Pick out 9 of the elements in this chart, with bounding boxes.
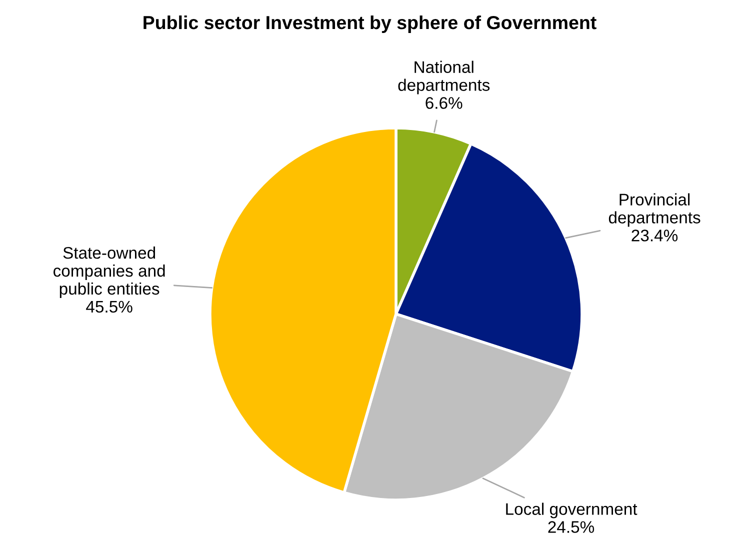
slice-label: Provincial departments (608, 193, 700, 227)
data-label: 24.5% (548, 521, 594, 533)
slice-label: State-owned companies and public entities (54, 246, 165, 298)
data-label: 23.4% (632, 230, 678, 242)
data-label: 6.6% (426, 97, 462, 109)
data-label: 45.5% (86, 300, 132, 313)
chart-title: Public sector Investment by sphere of Government (144, 15, 596, 33)
slice-label: National departments (398, 60, 490, 94)
slice-label: Local government (506, 502, 638, 518)
